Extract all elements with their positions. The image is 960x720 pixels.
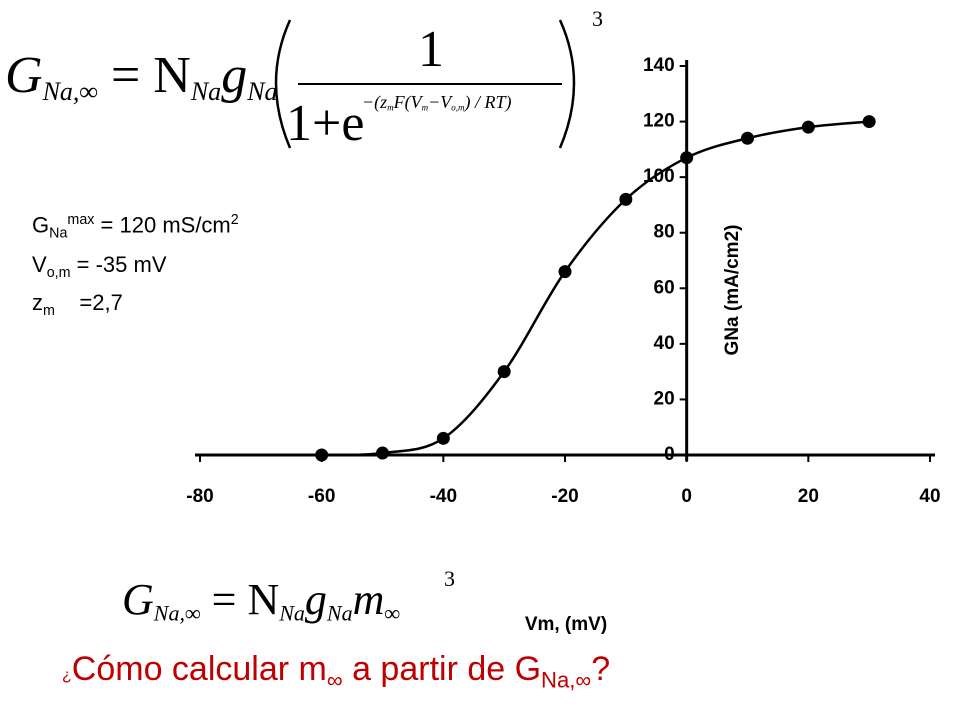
param-z: zm =2,7 [32,290,123,319]
subscript: m [421,102,429,113]
subscript: Na,∞ [42,76,98,106]
data-point [680,151,694,165]
fit-line [321,120,870,457]
formula-top-left: GNa,∞ = NNagNa [5,46,278,107]
text: G [32,212,50,238]
text: = 120 mS/cm [94,212,231,238]
symbol: G [5,47,43,104]
text: F(V [393,92,422,112]
y-tick-label: 80 [654,222,675,243]
text: z [32,290,43,315]
text: = -35 mV [70,252,167,277]
symbol: g [221,47,248,104]
text: V [32,252,47,277]
subscript: Na [247,76,278,106]
denominator: 1+e [286,95,365,152]
power: 3 [444,566,455,591]
data-point [376,446,389,460]
data-point [801,120,815,134]
data-point [619,192,633,206]
exponent: −(zmF(Vm−Vo,m) / RT) [362,92,512,113]
text: ¿ [62,667,72,684]
text: −(z [362,92,388,112]
data-point [741,131,754,145]
subscript: ∞ [326,667,343,693]
subscript: ∞ [384,600,401,626]
data-point [497,365,511,379]
y-tick-label: 40 [654,333,675,354]
symbol: m [352,575,385,624]
subscript: m [387,102,394,113]
y-tick-label: 60 [654,277,675,298]
formula-bottom: GNa,∞ = NNagNam∞ [122,574,400,627]
symbol: = N [211,575,280,624]
y-tick-label: 0 [664,444,675,465]
y-tick-label: 120 [643,111,675,132]
x-tick-label: 0 [681,486,692,507]
data-point [862,115,876,129]
data-point [315,448,329,462]
y-tick-label: 20 [654,388,675,409]
x-tick-label: -20 [551,486,578,507]
y-tick-label: 100 [643,166,675,187]
x-tick-label: -40 [430,486,457,507]
paren-left [274,19,292,149]
x-tick-label: 40 [919,486,940,507]
paren-right [558,19,576,149]
x-tick-label: -60 [308,486,335,507]
symbol: = N [110,47,191,104]
numerator: 1 [418,21,444,78]
x-tick-label: 20 [798,486,819,507]
subscript: Na,∞ [541,667,592,693]
power: 3 [592,6,603,31]
text: =2,7 [73,290,123,315]
subscript: Na [49,225,68,242]
symbol: G [122,575,154,624]
subscript: Na [279,600,305,626]
x-tick-label: -80 [186,486,213,507]
param-g: GNamax = 120 mS/cm2 [32,212,239,242]
text: Cómo calcular m [71,650,327,688]
y-tick-label: 140 [643,55,675,76]
subscript: o,m [46,265,71,281]
text: a partir de G [342,650,542,688]
subscript: m [43,303,55,319]
subscript: Na [326,600,353,626]
superscript: 2 [230,212,239,228]
param-v: Vo,m = -35 mV [32,252,167,281]
y-axis-title: GNa (mA/cm2) [722,225,743,356]
subscript: Na [190,76,222,106]
text: −V [428,92,452,112]
data-point [558,265,572,279]
question: ¿Cómo calcular m∞ a partir de GNa,∞? [62,650,610,694]
text: ) / RT) [464,92,512,112]
data-point [436,431,450,445]
symbol: g [304,575,327,624]
x-axis-title: Vm, (mV) [525,614,607,635]
subscript: o,m [451,102,465,113]
subscript: Na,∞ [153,600,201,626]
superscript: max [67,212,95,228]
text: ? [591,650,611,688]
